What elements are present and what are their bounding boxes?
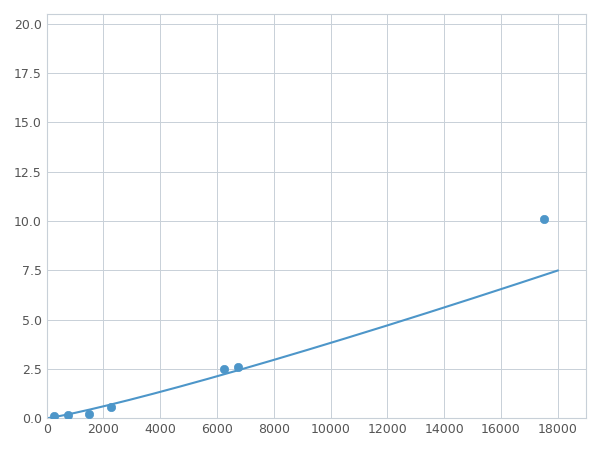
Point [219, 365, 229, 373]
Point [63, 411, 73, 418]
Point [49, 413, 59, 420]
Point [85, 411, 94, 418]
Point [106, 404, 115, 411]
Point [233, 363, 243, 370]
Point [539, 216, 548, 223]
